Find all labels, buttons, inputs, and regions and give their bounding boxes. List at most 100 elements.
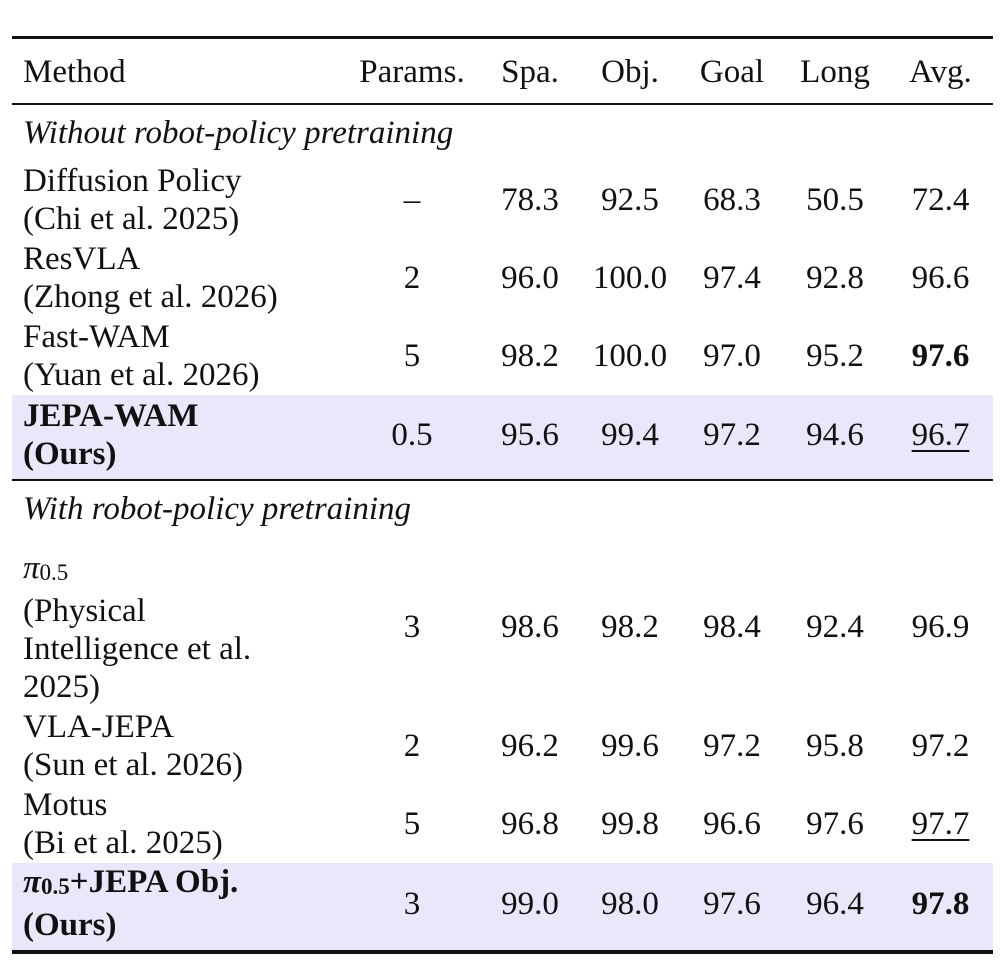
table-row: ResVLA (Zhong et al. 2026) 2 96.0 100.0 … <box>12 239 993 317</box>
table-row: Fast-WAM (Yuan et al. 2026) 5 98.2 100.0… <box>12 317 993 395</box>
params-cell: 5 <box>403 338 421 374</box>
long-cell: 50.5 <box>806 182 864 218</box>
params-cell: 2 <box>403 728 421 764</box>
table-row-ours: JEPA-WAM (Ours) 0.5 95.6 99.4 97.2 94.6 … <box>12 395 993 480</box>
method-cell: JEPA-WAM (Ours) <box>12 395 342 480</box>
method-citation: (Sun et al. 2026) <box>23 747 243 783</box>
goal-cell: 98.4 <box>703 609 761 645</box>
section-title: With robot-policy pretraining <box>12 479 993 537</box>
header-spa: Spa. <box>482 36 578 105</box>
method-citation: (Chi et al. 2025) <box>23 201 240 237</box>
method-name: +JEPA Obj. <box>69 864 239 900</box>
table-row: VLA-JEPA (Sun et al. 2026) 2 96.2 99.6 9… <box>12 707 993 785</box>
method-citation: 2025) <box>23 668 100 705</box>
avg-cell-second: 96.7 <box>888 395 993 480</box>
table-row-ours: π0.5+JEPA Obj. (Ours) 3 99.0 98.0 97.6 9… <box>12 863 993 954</box>
params-cell: – <box>403 182 421 218</box>
method-cell: Motus (Bi et al. 2025) <box>12 785 342 863</box>
method-cell: Fast-WAM (Yuan et al. 2026) <box>12 317 342 395</box>
pi-symbol: π <box>23 864 42 900</box>
table-row: Diffusion Policy (Chi et al. 2025) – 78.… <box>12 161 993 239</box>
obj-cell: 100.0 <box>592 260 668 296</box>
obj-cell: 99.6 <box>601 728 659 764</box>
method-name: Motus <box>23 787 108 823</box>
results-table-container: Method Params. Spa. Obj. Goal Long Avg. … <box>12 36 993 954</box>
header-obj: Obj. <box>578 36 682 105</box>
long-cell: 95.2 <box>806 338 864 374</box>
method-name: VLA-JEPA <box>23 709 174 745</box>
spa-cell: 78.3 <box>501 182 559 218</box>
params-cell: 5 <box>403 806 421 842</box>
goal-cell: 97.6 <box>682 863 782 954</box>
obj-cell: 98.2 <box>601 609 659 645</box>
avg-cell-best: 97.6 <box>911 338 970 374</box>
avg-cell-best: 97.8 <box>888 863 993 954</box>
section-header-row: With robot-policy pretraining <box>12 479 993 537</box>
goal-cell: 97.0 <box>703 338 761 374</box>
avg-value: 97.7 <box>911 806 970 842</box>
header-goal: Goal <box>682 36 782 105</box>
goal-cell: 97.4 <box>703 260 761 296</box>
method-citation: (Yuan et al. 2026) <box>23 357 260 393</box>
obj-cell: 99.4 <box>578 395 682 480</box>
long-cell: 95.8 <box>806 728 864 764</box>
params-cell: 2 <box>403 260 421 296</box>
section-title: Without robot-policy pretraining <box>23 115 454 151</box>
method-citation: (Ours) <box>23 436 117 472</box>
avg-cell: 72.4 <box>911 182 970 218</box>
method-cell: VLA-JEPA (Sun et al. 2026) <box>12 707 342 785</box>
long-cell: 94.6 <box>782 395 888 480</box>
method-citation: (Bi et al. 2025) <box>23 825 223 861</box>
header-params: Params. <box>342 36 482 105</box>
spa-cell: 95.6 <box>482 395 578 480</box>
method-cell: ResVLA (Zhong et al. 2026) <box>12 239 342 317</box>
goal-cell: 68.3 <box>703 182 761 218</box>
method-citation: (Zhong et al. 2026) <box>23 279 278 315</box>
long-cell: 92.4 <box>806 609 864 645</box>
pi-symbol: π <box>23 549 40 586</box>
avg-cell: 97.2 <box>911 728 970 764</box>
section-header-row: Without robot-policy pretraining <box>12 104 993 161</box>
params-cell: 0.5 <box>342 395 482 480</box>
method-name: Fast-WAM <box>23 319 170 355</box>
avg-value: 96.7 <box>911 417 970 453</box>
method-citation: (Physical <box>23 592 146 629</box>
long-cell: 92.8 <box>806 260 864 296</box>
method-cell: π0.5+JEPA Obj. (Ours) <box>12 863 342 954</box>
method-cell: Diffusion Policy (Chi et al. 2025) <box>12 161 342 239</box>
method-citation: Intelligence et al. <box>23 630 252 667</box>
table-row: π0.5 (Physical Intelligence et al. 2025)… <box>12 537 993 707</box>
header-method: Method <box>12 36 342 105</box>
header-long: Long <box>782 36 888 105</box>
spa-cell: 98.6 <box>501 609 559 645</box>
method-name: JEPA-WAM <box>23 398 199 434</box>
header-avg: Avg. <box>888 36 993 105</box>
obj-cell: 100.0 <box>592 338 668 374</box>
obj-cell: 99.8 <box>601 806 659 842</box>
spa-cell: 96.2 <box>501 728 559 764</box>
pi-subscript: 0.5 <box>41 874 70 899</box>
long-cell: 97.6 <box>806 806 864 842</box>
method-cell: π0.5 (Physical Intelligence et al. 2025) <box>12 537 342 707</box>
method-citation: (Ours) <box>23 907 117 943</box>
spa-cell: 98.2 <box>501 338 559 374</box>
pi-subscript: 0.5 <box>39 559 69 585</box>
table-row: Motus (Bi et al. 2025) 5 96.8 99.8 96.6 … <box>12 785 993 863</box>
avg-cell-second: 97.7 <box>888 785 993 863</box>
results-table: Method Params. Spa. Obj. Goal Long Avg. … <box>12 36 993 954</box>
obj-cell: 98.0 <box>578 863 682 954</box>
avg-cell: 96.9 <box>911 609 970 645</box>
method-name: ResVLA <box>23 241 141 277</box>
goal-cell: 97.2 <box>682 395 782 480</box>
spa-cell: 99.0 <box>482 863 578 954</box>
goal-cell: 96.6 <box>703 806 761 842</box>
long-cell: 96.4 <box>782 863 888 954</box>
params-cell: 3 <box>403 609 421 645</box>
header-row: Method Params. Spa. Obj. Goal Long Avg. <box>12 36 993 105</box>
spa-cell: 96.0 <box>501 260 559 296</box>
params-cell: 3 <box>342 863 482 954</box>
spa-cell: 96.8 <box>501 806 559 842</box>
goal-cell: 97.2 <box>703 728 761 764</box>
obj-cell: 92.5 <box>601 182 659 218</box>
method-name: Diffusion Policy <box>23 163 242 199</box>
